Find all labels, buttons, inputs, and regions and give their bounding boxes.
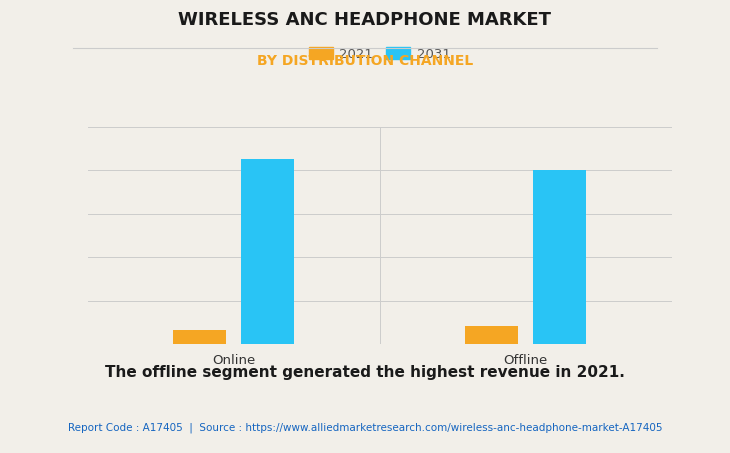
Text: Report Code : A17405  |  Source : https://www.alliedmarketresearch.com/wireless-: Report Code : A17405 | Source : https://…: [68, 422, 662, 433]
Bar: [465, 326, 518, 344]
Legend: 2021, 2031: 2021, 2031: [304, 42, 456, 66]
Bar: [534, 170, 586, 344]
Bar: [173, 330, 226, 344]
Text: The offline segment generated the highest revenue in 2021.: The offline segment generated the highes…: [105, 365, 625, 380]
Text: WIRELESS ANC HEADPHONE MARKET: WIRELESS ANC HEADPHONE MARKET: [179, 11, 551, 29]
Text: BY DISTRIBUTION CHANNEL: BY DISTRIBUTION CHANNEL: [257, 54, 473, 68]
Bar: [242, 159, 294, 344]
